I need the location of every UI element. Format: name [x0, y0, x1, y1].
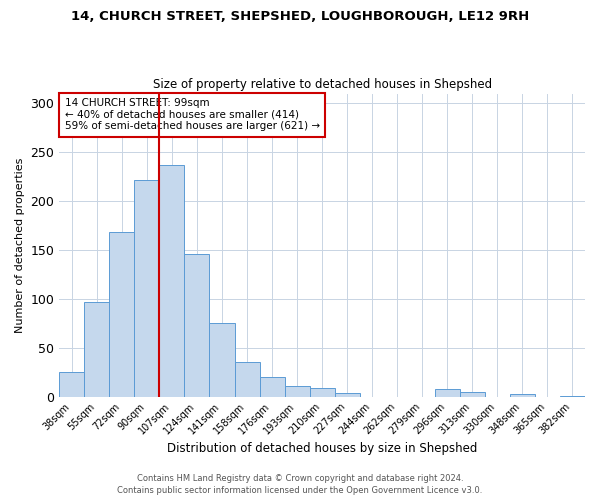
Bar	[310, 388, 335, 396]
Bar	[260, 377, 284, 396]
Bar	[59, 372, 85, 396]
Bar	[209, 324, 235, 396]
Bar	[184, 254, 209, 396]
Bar	[460, 392, 485, 396]
Title: Size of property relative to detached houses in Shepshed: Size of property relative to detached ho…	[152, 78, 492, 91]
Bar	[134, 180, 160, 396]
Bar	[435, 389, 460, 396]
Text: Contains HM Land Registry data © Crown copyright and database right 2024.
Contai: Contains HM Land Registry data © Crown c…	[118, 474, 482, 495]
Text: 14 CHURCH STREET: 99sqm
← 40% of detached houses are smaller (414)
59% of semi-d: 14 CHURCH STREET: 99sqm ← 40% of detache…	[65, 98, 320, 132]
Text: 14, CHURCH STREET, SHEPSHED, LOUGHBOROUGH, LE12 9RH: 14, CHURCH STREET, SHEPSHED, LOUGHBOROUG…	[71, 10, 529, 23]
Bar	[335, 392, 359, 396]
Bar	[510, 394, 535, 396]
Bar	[235, 362, 260, 396]
Bar	[284, 386, 310, 396]
Bar	[109, 232, 134, 396]
X-axis label: Distribution of detached houses by size in Shepshed: Distribution of detached houses by size …	[167, 442, 478, 455]
Bar	[85, 302, 109, 396]
Bar	[160, 165, 184, 396]
Y-axis label: Number of detached properties: Number of detached properties	[15, 158, 25, 333]
